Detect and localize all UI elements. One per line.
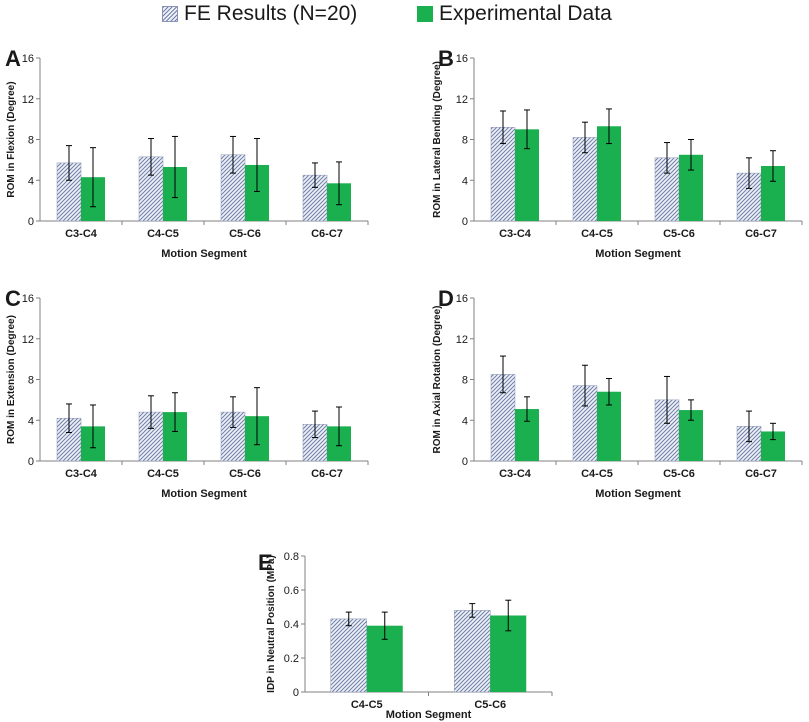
legend-fe: FE Results (N=20) [162,2,357,26]
y-tick-label: 12 [456,94,468,106]
panel-d: D 0 4 8 12 16 C3-C4 C4-C5 C5-C6 C6-C7 Motion Segme… [432,286,803,500]
y-tick-label: 0.8 [284,551,299,563]
fe-bar [56,162,82,222]
x-axis-label: Motion Segment [595,488,681,500]
y-tick-label: 0 [462,456,468,468]
x-tick-label: C5-C6 [663,468,695,480]
x-tick-label: C6-C7 [745,468,777,480]
y-tick-label: 12 [456,334,468,346]
x-tick-label: C6-C7 [745,228,777,240]
x-tick-label: C6-C7 [311,228,343,240]
y-tick-label: 4 [28,415,34,427]
y-tick-label: 0 [293,687,299,699]
panel-letter: E [258,550,273,575]
y-tick-label: 4 [28,175,34,187]
x-tick-label: C4-C5 [147,468,179,480]
legend-fe-label: FE Results (N=20) [184,2,358,25]
legend-exp: Experimental Data [417,2,612,26]
x-tick-label: C5-C6 [474,699,506,711]
fe-bar [330,618,367,693]
panel-letter: B [438,46,454,71]
x-tick-label: C4-C5 [581,228,613,240]
y-tick-label: 8 [462,135,468,147]
y-tick-label: 12 [22,334,34,346]
y-tick-label: 0.4 [284,619,299,631]
panel-letter: C [5,286,21,311]
y-axis-label: ROM in Axial Rotation (Degree) [432,306,443,454]
x-tick-label: C4-C5 [147,228,179,240]
panel-letter: A [5,46,21,71]
y-tick-label: 16 [456,53,468,65]
y-tick-label: 8 [28,375,34,387]
legend-exp-swatch [417,6,433,22]
fe-bar [56,417,82,462]
x-tick-label: C4-C5 [581,468,613,480]
x-axis-label: Motion Segment [595,248,681,260]
y-tick-label: 16 [456,293,468,305]
y-tick-label: 0 [28,456,34,468]
panel-letter: D [438,286,454,311]
legend-exp-label: Experimental Data [439,2,612,25]
x-axis-label: Motion Segment [161,248,247,260]
y-tick-label: 12 [22,94,34,106]
y-tick-label: 0.6 [284,585,299,597]
x-tick-label: C5-C6 [229,468,261,480]
panel-c: C 0 4 8 12 16 C3-C4 C4-C5 C5-C6 C6-C7 Motion Segme… [5,286,369,500]
x-tick-label: C3-C4 [65,468,98,480]
y-axis-label: ROM in Flexion (Degree) [6,81,17,197]
y-tick-label: 16 [22,53,34,65]
y-tick-label: 0 [462,216,468,228]
x-tick-label: C3-C4 [65,228,98,240]
y-tick-label: 8 [462,375,468,387]
legend: FE Results (N=20) Experimental Data [0,0,809,30]
y-axis-label: ROM in Extension (Degree) [6,315,17,444]
x-tick-label: C6-C7 [311,468,343,480]
fe-bar [454,610,491,693]
y-tick-label: 4 [462,175,468,187]
x-tick-label: C5-C6 [229,228,261,240]
y-tick-label: 16 [22,293,34,305]
panel-a: A 0 4 8 12 16 C3-C4 C4-C5 C5-C6 C6-C7 Motion Segme… [5,46,369,260]
y-axis-label: IDP in Neutral Position (MPa) [266,555,277,693]
x-tick-label: C3-C4 [499,468,532,480]
x-tick-label: C5-C6 [663,228,695,240]
y-axis-label: ROM in Lateral Bending (Degree) [432,61,443,218]
x-tick-label: C4-C5 [351,699,383,711]
x-axis-label: Motion Segment [386,709,472,721]
legend-fe-swatch [162,6,178,22]
y-tick-label: 0.2 [284,653,299,665]
y-tick-label: 0 [28,216,34,228]
fe-bar [736,172,762,222]
x-axis-label: Motion Segment [161,488,247,500]
panel-b: B 0 4 8 12 16 C3-C4 C4-C5 C5-C6 C6-C7 Motion Segme… [432,46,803,260]
y-tick-label: 4 [462,415,468,427]
y-tick-label: 8 [28,135,34,147]
x-tick-label: C3-C4 [499,228,532,240]
